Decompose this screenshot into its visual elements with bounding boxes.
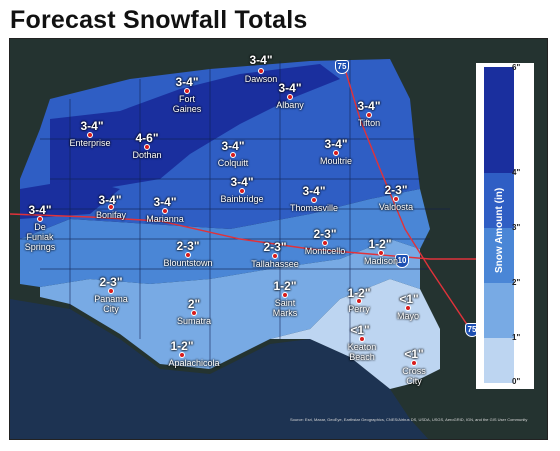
city-marker[interactable] — [108, 204, 114, 210]
amount-dawson: 3-4" — [249, 53, 273, 67]
amount-sumatra: 2" — [187, 297, 201, 311]
city-name-fort-gaines: Fort Gaines — [172, 94, 202, 114]
amount-saint-marks: 1-2" — [273, 279, 297, 293]
legend-tick-3: 3" — [512, 223, 521, 232]
amount-colquitt: 3-4" — [221, 139, 245, 153]
city-marker[interactable] — [282, 292, 288, 298]
city-name-panama-city: Panama City — [94, 294, 128, 314]
legend-title: Snow Amount (in) — [494, 187, 505, 273]
city-marker[interactable] — [366, 112, 372, 118]
city-name-keaton-beach: Keaton Beach — [347, 342, 377, 362]
city-name-dothan: Dothan — [132, 150, 162, 160]
legend-tick-0: 0" — [512, 377, 521, 386]
city-name-de-funiak-springs: De Funiak Springs — [24, 222, 56, 252]
amount-apalachicola: 1-2" — [170, 339, 194, 353]
amount-tallahassee: 2-3" — [263, 240, 287, 254]
amount-thomasville: 3-4" — [302, 184, 326, 198]
city-marker[interactable] — [144, 144, 150, 150]
map-title: Forecast Snowfall Totals — [10, 6, 308, 34]
city-marker[interactable] — [230, 152, 236, 158]
city-name-marianna: Marianna — [146, 214, 184, 224]
city-marker[interactable] — [87, 132, 93, 138]
city-marker[interactable] — [37, 216, 43, 222]
amount-de-funiak-springs: 3-4" — [28, 203, 52, 217]
city-marker[interactable] — [108, 288, 114, 294]
legend-tick-4: 4" — [512, 168, 521, 177]
interstate-75-shield: 75 — [335, 60, 349, 74]
county-lines — [20, 59, 450, 369]
city-marker[interactable] — [258, 68, 264, 74]
city-marker[interactable] — [411, 360, 417, 366]
amount-tifton: 3-4" — [357, 99, 381, 113]
city-marker[interactable] — [378, 250, 384, 256]
city-name-tifton: Tifton — [357, 118, 381, 128]
city-name-saint-marks: Saint Marks — [272, 298, 298, 318]
city-name-colquitt: Colquitt — [217, 158, 249, 168]
amount-fort-gaines: 3-4" — [175, 75, 199, 89]
city-name-blountstown: Blountstown — [163, 258, 213, 268]
city-name-dawson: Dawson — [244, 74, 278, 84]
legend-tick-2: 2" — [512, 278, 521, 287]
amount-dothan: 4-6" — [135, 131, 159, 145]
amount-mayo: <1" — [399, 292, 419, 306]
city-name-mayo: Mayo — [396, 311, 420, 321]
city-marker[interactable] — [356, 298, 362, 304]
city-marker[interactable] — [162, 208, 168, 214]
amount-keaton-beach: <1" — [350, 323, 370, 337]
amount-moultrie: 3-4" — [324, 137, 348, 151]
amount-panama-city: 2-3" — [99, 275, 123, 289]
city-marker[interactable] — [272, 253, 278, 259]
city-name-apalachicola: Apalachicola — [168, 358, 220, 368]
city-marker[interactable] — [393, 196, 399, 202]
snow-amount-legend: Snow Amount (in) 6" 4" 3" 2" 1" 0" — [476, 63, 534, 389]
amount-albany: 3-4" — [278, 81, 302, 95]
city-marker[interactable] — [405, 305, 411, 311]
city-marker[interactable] — [311, 197, 317, 203]
amount-enterprise: 3-4" — [80, 119, 104, 133]
city-name-bainbridge: Bainbridge — [220, 194, 264, 204]
legend-tick-1: 1" — [512, 333, 521, 342]
city-marker[interactable] — [184, 88, 190, 94]
city-name-sumatra: Sumatra — [176, 316, 212, 326]
city-name-tallahassee: Tallahassee — [251, 259, 299, 269]
city-marker[interactable] — [322, 240, 328, 246]
city-name-monticello: Monticello — [304, 246, 346, 256]
snowfall-zones — [20, 59, 440, 389]
legend-color-bar — [484, 67, 514, 383]
amount-monticello: 2-3" — [313, 227, 337, 241]
interstate-10-shield: 10 — [395, 254, 409, 268]
amount-marianna: 3-4" — [153, 195, 177, 209]
amount-bainbridge: 3-4" — [230, 175, 254, 189]
amount-bonifay: 3-4" — [98, 193, 122, 207]
amount-blountstown: 2-3" — [176, 239, 200, 253]
city-marker[interactable] — [179, 352, 185, 358]
city-marker[interactable] — [239, 188, 245, 194]
amount-valdosta: 2-3" — [384, 183, 408, 197]
city-name-cross-city: Cross City — [402, 366, 426, 386]
amount-perry: 1-2" — [347, 286, 371, 300]
city-name-valdosta: Valdosta — [378, 202, 414, 212]
city-name-albany: Albany — [276, 100, 304, 110]
legend-tick-6: 6" — [512, 63, 521, 72]
city-marker[interactable] — [287, 94, 293, 100]
city-marker[interactable] — [191, 310, 197, 316]
amount-cross-city: <1" — [404, 347, 424, 361]
city-name-bonifay: Bonifay — [95, 210, 127, 220]
city-marker[interactable] — [185, 252, 191, 258]
snowfall-map[interactable]: 75 10 75 3-4" Dawson 3-4" Fort Gaines 3-… — [9, 38, 548, 440]
map-attribution: Source: Esri, Maxar, GeoEye, Earthstar G… — [290, 417, 528, 422]
city-name-moultrie: Moultrie — [319, 156, 353, 166]
city-name-madison: Madison — [363, 256, 399, 266]
amount-madison: 1-2" — [368, 237, 392, 251]
city-name-thomasville: Thomasville — [289, 203, 339, 213]
city-name-perry: Perry — [348, 304, 370, 314]
city-name-enterprise: Enterprise — [69, 138, 111, 148]
city-marker[interactable] — [359, 336, 365, 342]
city-marker[interactable] — [333, 150, 339, 156]
